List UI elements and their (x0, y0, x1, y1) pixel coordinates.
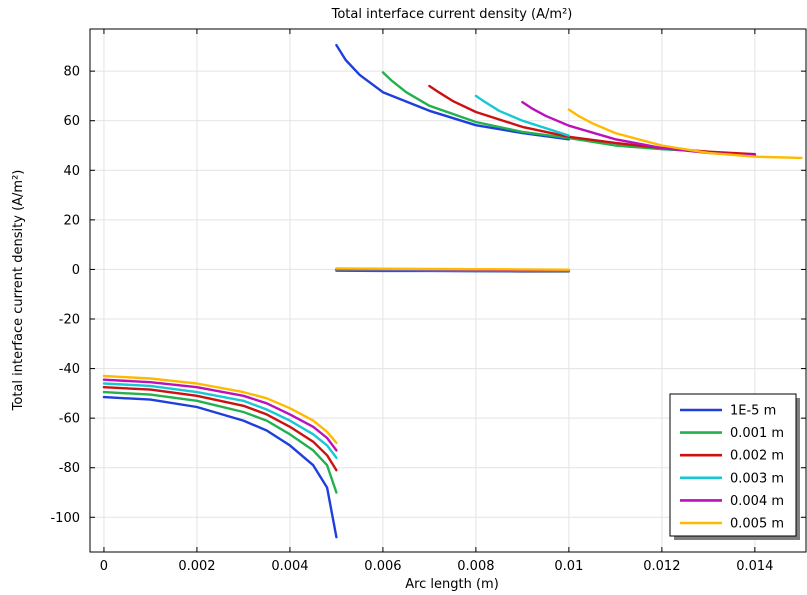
x-tick-label: 0 (100, 559, 108, 574)
y-tick-label: -60 (59, 412, 80, 427)
legend-box (669, 393, 797, 537)
x-tick-label: 0.012 (643, 559, 680, 574)
x-tick-label: 0.006 (364, 559, 401, 574)
y-tick-label: 20 (63, 213, 80, 228)
x-tick-label: 0.004 (271, 559, 308, 574)
series-line (335, 267, 571, 271)
series-line (102, 390, 338, 494)
axis-ticks: 0 0.002 0.004 0.006 0.008 0.01 0.012 0.014 -100 -… (50, 29, 806, 574)
legend-label: 0.005 m (730, 517, 784, 532)
y-tick-label: -80 (59, 461, 80, 476)
series-line (102, 395, 338, 539)
x-tick-label: 0.01 (554, 559, 583, 574)
legend-label: 0.002 m (730, 449, 784, 464)
x-tick-label: 0.002 (178, 559, 215, 574)
series-line (474, 94, 571, 137)
y-tick-label: 40 (63, 164, 80, 179)
y-tick-label: -40 (59, 362, 80, 377)
series-line (102, 378, 338, 452)
legend-label: 0.003 m (730, 471, 784, 486)
legend: 1E-5 m 0.001 m 0.002 m 0.003 m 0.004 m 0.005 … (669, 393, 800, 540)
y-tick-label: 80 (63, 65, 80, 80)
series-line (335, 43, 571, 141)
y-tick-label: -20 (59, 313, 80, 328)
y-tick-label: -100 (50, 511, 80, 526)
series-line (102, 382, 338, 459)
series-line (102, 386, 338, 472)
series-line (567, 108, 803, 160)
series-layer (102, 43, 803, 539)
legend-label: 0.001 m (730, 426, 784, 441)
series-2 (102, 71, 710, 494)
series-line (102, 374, 338, 445)
legend-label: 0.004 m (730, 494, 784, 509)
x-axis-title: Arc length (m) (405, 577, 499, 592)
x-tick-label: 0.014 (736, 559, 773, 574)
y-tick-label: 0 (72, 263, 80, 278)
series-6 (102, 108, 803, 445)
y-tick-label: 60 (63, 114, 80, 129)
plot-frame (89, 28, 807, 553)
x-tick-label: 0.008 (457, 559, 494, 574)
chart-title: Total interface current density (A/m²) (331, 7, 573, 22)
y-axis-title: Total interface current density (A/m²) (11, 170, 26, 412)
legend-label: 1E-5 m (730, 404, 776, 419)
series-5 (102, 100, 757, 452)
series-line (381, 71, 710, 153)
